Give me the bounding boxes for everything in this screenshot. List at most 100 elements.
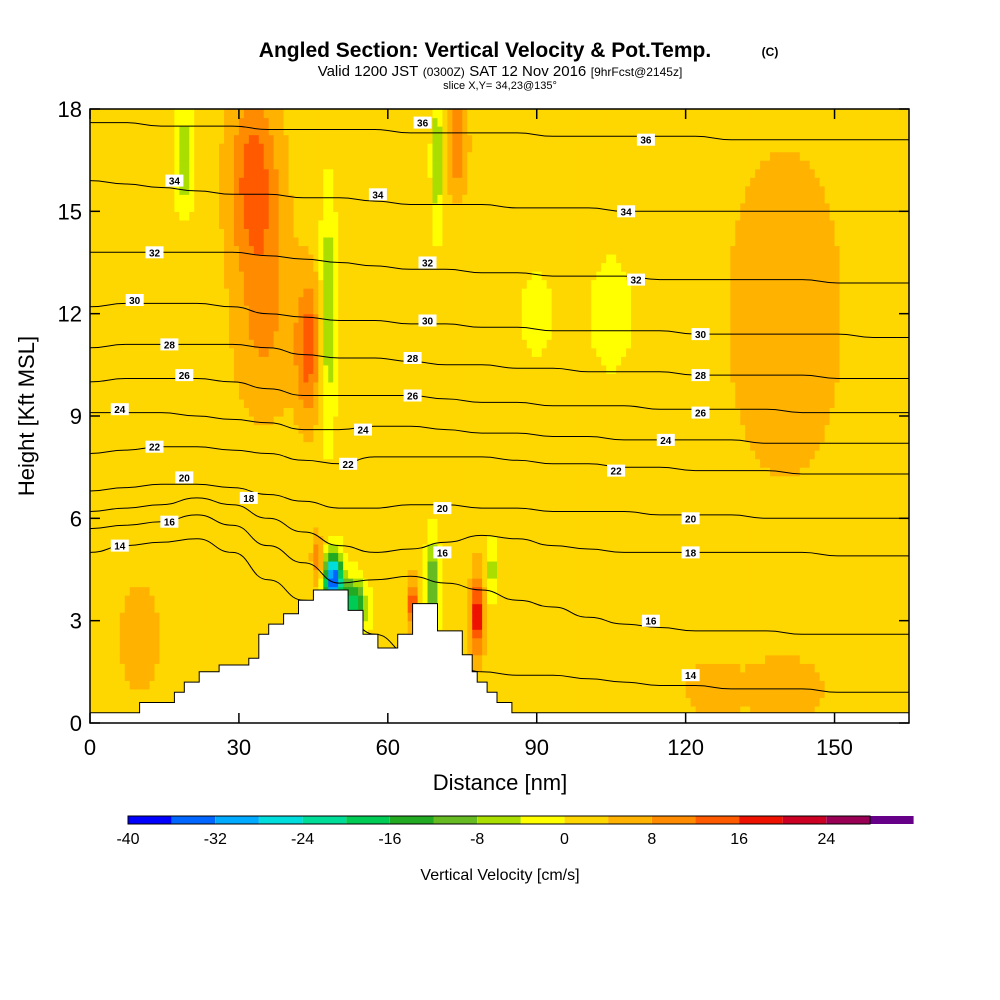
velocity-cell — [387, 296, 394, 306]
velocity-cell — [363, 305, 369, 315]
velocity-cell — [209, 543, 215, 554]
velocity-cell — [303, 134, 309, 144]
velocity-cell — [323, 219, 329, 229]
velocity-cell — [298, 143, 305, 153]
velocity-cell — [238, 441, 245, 451]
velocity-cell — [159, 492, 166, 502]
velocity-cell — [144, 603, 151, 613]
velocity-cell — [243, 637, 250, 647]
velocity-cell — [263, 339, 270, 349]
velocity-cell — [263, 526, 270, 536]
velocity-cell — [407, 629, 414, 639]
velocity-cell — [134, 117, 141, 127]
velocity-cell — [214, 560, 220, 571]
velocity-cell — [209, 552, 215, 562]
velocity-cell — [179, 151, 185, 161]
velocity-cell — [288, 185, 295, 195]
velocity-cell — [258, 168, 265, 178]
velocity-cell — [154, 211, 161, 221]
velocity-cell — [402, 305, 409, 315]
velocity-cell — [94, 705, 101, 716]
velocity-cell — [124, 185, 131, 195]
velocity-cell — [392, 407, 399, 417]
velocity-cell — [209, 475, 215, 485]
velocity-cell — [372, 219, 379, 229]
velocity-cell — [228, 578, 235, 588]
velocity-cell — [392, 339, 399, 349]
velocity-cell — [179, 663, 185, 673]
velocity-cell — [353, 126, 359, 136]
velocity-cell — [268, 612, 275, 622]
velocity-cell — [214, 305, 220, 315]
velocity-cell — [392, 313, 399, 323]
velocity-cell — [129, 262, 136, 272]
velocity-cell — [99, 305, 106, 315]
velocity-cell — [104, 424, 111, 434]
velocity-cell — [169, 236, 175, 247]
velocity-cell — [298, 202, 305, 212]
velocity-cell — [372, 143, 379, 153]
velocity-cell — [333, 117, 339, 127]
velocity-cell — [268, 458, 275, 468]
velocity-cell — [238, 271, 245, 281]
velocity-cell — [179, 202, 185, 212]
velocity-cell — [333, 168, 339, 178]
velocity-cell — [268, 356, 275, 366]
velocity-cell — [184, 151, 190, 161]
velocity-cell — [303, 253, 309, 264]
velocity-cell — [372, 168, 379, 178]
velocity-cell — [273, 194, 280, 204]
velocity-cell — [199, 543, 205, 554]
velocity-cell — [114, 381, 121, 392]
velocity-cell — [258, 475, 265, 485]
velocity-cell — [377, 569, 384, 579]
velocity-cell — [90, 134, 96, 144]
velocity-cell — [199, 126, 205, 136]
velocity-cell — [109, 245, 116, 255]
velocity-cell — [169, 160, 175, 170]
velocity-cell — [214, 253, 220, 264]
velocity-cell — [238, 356, 245, 366]
velocity-cell — [253, 543, 260, 554]
velocity-cell — [318, 126, 324, 136]
velocity-cell — [224, 219, 230, 229]
velocity-cell — [90, 663, 96, 673]
velocity-cell — [94, 322, 101, 332]
velocity-cell — [288, 381, 295, 392]
velocity-cell — [253, 603, 260, 613]
velocity-cell — [149, 492, 156, 502]
velocity-cell — [179, 603, 185, 613]
velocity-cell — [104, 262, 111, 272]
velocity-cell — [253, 347, 260, 357]
velocity-cell — [144, 398, 151, 409]
velocity-cell — [204, 578, 210, 588]
velocity-cell — [397, 492, 404, 502]
velocity-cell — [99, 671, 106, 681]
velocity-cell — [278, 398, 285, 409]
velocity-cell — [94, 236, 101, 247]
velocity-cell — [348, 416, 354, 426]
velocity-cell — [377, 595, 384, 605]
velocity-cell — [313, 271, 319, 281]
velocity-cell — [134, 697, 141, 707]
velocity-cell — [407, 228, 414, 238]
velocity-cell — [422, 185, 429, 195]
velocity-cell — [94, 492, 101, 502]
velocity-cell — [363, 441, 369, 451]
velocity-cell — [328, 262, 334, 272]
velocity-cell — [149, 663, 156, 673]
velocity-cell — [427, 151, 434, 161]
velocity-cell — [372, 467, 379, 477]
velocity-cell — [407, 211, 414, 221]
velocity-cell — [353, 322, 359, 332]
velocity-cell — [323, 364, 329, 374]
velocity-cell — [248, 313, 255, 323]
velocity-cell — [377, 390, 384, 400]
velocity-cell — [402, 177, 409, 187]
velocity-cell — [243, 194, 250, 204]
velocity-cell — [169, 407, 175, 417]
velocity-cell — [184, 416, 190, 426]
velocity-cell — [323, 117, 329, 127]
velocity-cell — [313, 356, 319, 366]
velocity-cell — [149, 552, 156, 562]
